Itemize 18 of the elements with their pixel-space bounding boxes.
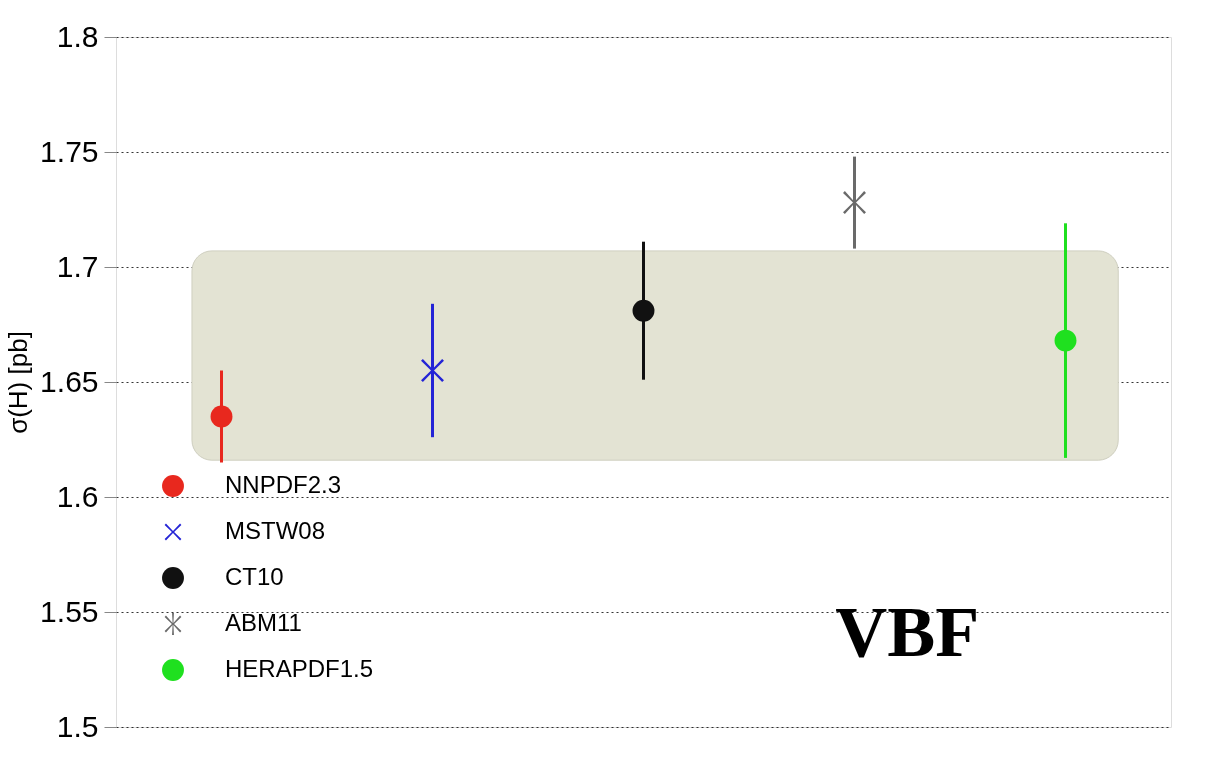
legend-label: HERAPDF1.5 xyxy=(225,655,374,682)
y-tick-label: 1.65 xyxy=(40,364,99,398)
y-tick-label: 1.7 xyxy=(56,249,99,283)
annotation: VBF xyxy=(835,591,980,672)
y-axis-title: σ(H) [pb] xyxy=(3,331,34,434)
y-tick-label: 1.6 xyxy=(56,479,99,513)
point xyxy=(632,299,655,322)
legend-label: ABM11 xyxy=(225,609,302,636)
point xyxy=(421,359,444,382)
point xyxy=(1054,329,1077,352)
y-tick-label: 1.75 xyxy=(40,134,99,168)
legend-label: NNPDF2.3 xyxy=(225,471,342,498)
y-tick-label: 1.5 xyxy=(56,709,99,743)
y-tick-label: 1.8 xyxy=(56,19,99,53)
point xyxy=(210,405,233,428)
legend-label: MSTW08 xyxy=(225,517,326,544)
y-tick-label: 1.55 xyxy=(40,594,99,628)
legend-label: CT10 xyxy=(225,563,284,590)
